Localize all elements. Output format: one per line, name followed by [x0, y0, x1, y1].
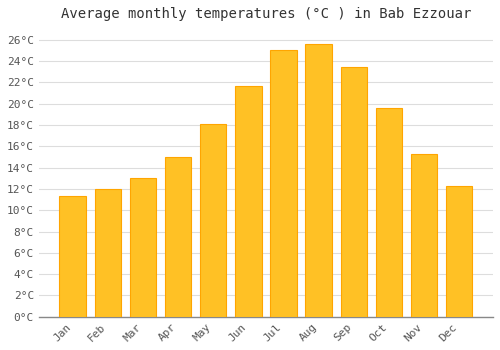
Bar	[446, 186, 472, 317]
Bar	[235, 85, 262, 317]
Bar	[94, 189, 121, 317]
Bar	[130, 178, 156, 317]
Bar	[411, 154, 438, 317]
Bar	[200, 124, 226, 317]
Bar	[270, 50, 296, 317]
Bar	[60, 196, 86, 317]
Title: Average monthly temperatures (°C ) in Bab Ezzouar: Average monthly temperatures (°C ) in Ba…	[60, 7, 471, 21]
Bar	[306, 44, 332, 317]
Bar	[165, 157, 191, 317]
Bar	[340, 68, 367, 317]
Bar	[376, 108, 402, 317]
